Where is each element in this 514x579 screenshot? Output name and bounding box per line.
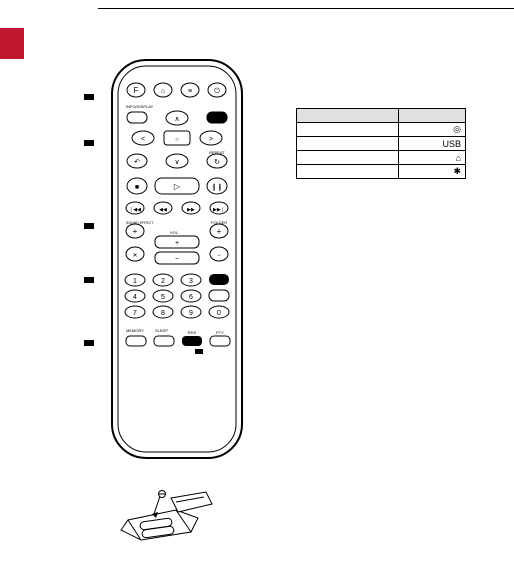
svg-text:VOL.: VOL. xyxy=(170,230,179,235)
svg-text:SOUND EFFECT: SOUND EFFECT xyxy=(126,221,154,225)
source-cell xyxy=(297,123,399,137)
display-cell: ◎ xyxy=(399,123,466,137)
svg-text:■: ■ xyxy=(135,184,139,191)
source-cell xyxy=(297,165,399,179)
svg-text:SLEEP: SLEEP xyxy=(155,328,168,333)
table-header-source xyxy=(297,109,399,123)
svg-text:5: 5 xyxy=(161,294,165,301)
svg-text:+: + xyxy=(217,227,222,236)
svg-text:−: − xyxy=(175,256,179,263)
table-header-display xyxy=(399,109,466,123)
svg-text:❙❙: ❙❙ xyxy=(211,183,223,191)
svg-text:+: + xyxy=(175,240,179,247)
svg-text:6: 6 xyxy=(189,294,193,301)
display-cell: USB xyxy=(399,137,466,151)
svg-text:+: + xyxy=(133,227,138,236)
source-cell xyxy=(297,151,399,165)
svg-text:◀◀: ◀◀ xyxy=(159,207,167,213)
svg-text:⏻: ⏻ xyxy=(214,87,220,95)
svg-text:↶: ↶ xyxy=(134,159,140,166)
svg-text:RDS: RDS xyxy=(188,330,197,335)
table-row: USB xyxy=(297,137,466,151)
svg-text:0: 0 xyxy=(217,310,221,317)
callout-tick xyxy=(84,140,94,146)
svg-text:3: 3 xyxy=(189,278,193,285)
battery-diagram xyxy=(116,490,216,550)
svg-text:▷: ▷ xyxy=(174,182,181,191)
display-cell: ⌂ xyxy=(399,151,466,165)
table-row: ✱ xyxy=(297,165,466,179)
top-divider xyxy=(98,8,514,9)
remote-control-diagram: F ⌂ ≡ ⏻ INFO/DISPLAY ∧ < ○ > REPEAT ↶ ∨ … xyxy=(108,56,246,462)
svg-text:○: ○ xyxy=(175,137,179,143)
display-cell: ✱ xyxy=(399,165,466,179)
source-table: ◎ USB ⌂ ✱ xyxy=(296,108,466,179)
svg-text:F: F xyxy=(134,86,139,95)
svg-text:MEMORY: MEMORY xyxy=(126,328,144,333)
svg-text:∧: ∧ xyxy=(174,116,179,123)
table-row: ◎ xyxy=(297,123,466,137)
svg-text:▶▶❘: ▶▶❘ xyxy=(213,207,225,213)
svg-text:9: 9 xyxy=(189,310,193,317)
svg-text:≡: ≡ xyxy=(188,88,192,95)
svg-text:▶▶: ▶▶ xyxy=(187,207,195,213)
svg-text:⌂: ⌂ xyxy=(161,88,165,95)
table-row: ⌂ xyxy=(297,151,466,165)
svg-text:2: 2 xyxy=(161,278,165,285)
section-tab xyxy=(0,28,24,59)
svg-text:4: 4 xyxy=(133,294,137,301)
callout-tick xyxy=(84,340,94,346)
svg-text:∨: ∨ xyxy=(174,159,179,166)
svg-text:7: 7 xyxy=(133,310,137,317)
svg-text:8: 8 xyxy=(161,310,165,317)
svg-text:−: − xyxy=(217,253,221,259)
svg-text:PTY: PTY xyxy=(216,330,224,335)
callout-tick xyxy=(84,223,94,229)
callout-tick xyxy=(84,277,94,283)
svg-text:1: 1 xyxy=(133,278,137,285)
svg-text:✕: ✕ xyxy=(132,253,137,259)
svg-text:<: < xyxy=(141,136,145,143)
callout-tick xyxy=(84,94,94,100)
svg-text:INFO/DISPLAY: INFO/DISPLAY xyxy=(126,104,154,109)
svg-text:>: > xyxy=(209,136,213,143)
source-cell xyxy=(297,137,399,151)
svg-text:↻: ↻ xyxy=(214,159,220,166)
svg-text:❘◀◀: ❘◀◀ xyxy=(129,207,141,213)
